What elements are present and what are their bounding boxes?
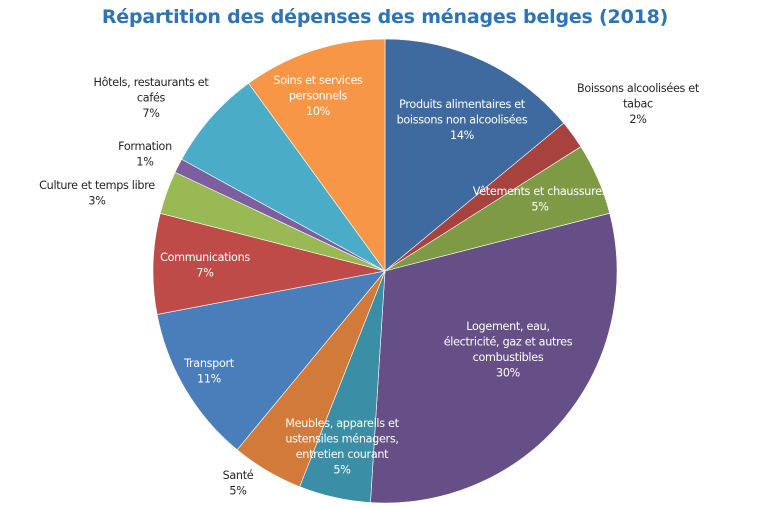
slice-name-line: Communications xyxy=(160,251,250,264)
slice-name-line: Vêtements et chaussures xyxy=(473,185,608,198)
pie-slice-3 xyxy=(370,212,618,504)
slice-percent: 30% xyxy=(496,367,521,380)
slice-label-2: Vêtements et chaussures 5% xyxy=(473,185,608,214)
slice-percent: 1% xyxy=(136,156,154,169)
pie-slice-10 xyxy=(181,82,386,272)
slice-percent: 3% xyxy=(88,195,106,208)
slice-label-5: Santé 5% xyxy=(223,469,254,498)
pie-slice-6 xyxy=(156,270,386,451)
slice-percent: 14% xyxy=(450,129,475,142)
slice-name-line: Logement, eau, xyxy=(466,320,549,333)
slice-label-9: Formation 1% xyxy=(118,140,172,169)
slice-name-line: Hôtels, restaurants et xyxy=(94,76,210,89)
slice-name-line: cafés xyxy=(137,92,166,105)
slice-name-line: Produits alimentaires et xyxy=(399,98,526,111)
chart-title: Répartition des dépenses des ménages bel… xyxy=(101,6,669,28)
slice-name-line: Formation xyxy=(118,140,172,153)
slice-label-8: Culture et temps libre 3% xyxy=(39,179,155,208)
slice-percent: 5% xyxy=(229,485,247,498)
slice-percent: 10% xyxy=(306,105,331,118)
slice-name-line: électricité, gaz et autres xyxy=(444,336,573,349)
slice-name-line: Meubles, appareils et xyxy=(285,417,399,430)
slice-label-1: Boissons alcoolisées et tabac 2% xyxy=(577,82,700,126)
slice-label-11: Soins et services personnels 10% xyxy=(273,74,363,118)
slice-name-line: Transport xyxy=(183,357,235,370)
slice-percent: 2% xyxy=(629,113,647,126)
slice-name-line: Santé xyxy=(223,469,254,482)
slice-label-0: Produits alimentaires et boissons non alc… xyxy=(397,98,528,142)
slice-percent: 5% xyxy=(333,464,351,477)
slice-percent: 7% xyxy=(196,267,214,280)
slice-label-6: Transport 11% xyxy=(183,357,235,386)
slice-label-3: Logement, eau, électricité, gaz et autres… xyxy=(444,320,573,380)
slice-name-line: ustensiles ménagers, xyxy=(285,433,398,446)
pie-slice-7 xyxy=(152,212,386,315)
slice-name-line: tabac xyxy=(623,98,653,111)
slice-name-line: Boissons alcoolisées et xyxy=(577,82,700,95)
pie-slice-0 xyxy=(384,38,565,272)
slice-name-line: entretien courant xyxy=(296,448,389,461)
slice-name-line: boissons non alcoolisées xyxy=(397,114,528,127)
slice-label-10: Hôtels, restaurants et cafés 7% xyxy=(94,76,210,120)
pie-slice-11 xyxy=(248,38,386,272)
slice-name-line: personnels xyxy=(289,90,348,103)
slice-percent: 11% xyxy=(197,373,222,386)
slice-name-line: Culture et temps libre xyxy=(39,179,155,192)
slice-percent: 5% xyxy=(531,201,549,214)
slice-name-line: combustibles xyxy=(473,351,544,364)
slice-name-line: Soins et services xyxy=(273,74,363,87)
slice-label-4: Meubles, appareils et ustensiles ménagers… xyxy=(285,417,399,477)
slice-percent: 7% xyxy=(142,107,160,120)
slice-label-7: Communications 7% xyxy=(160,251,250,280)
